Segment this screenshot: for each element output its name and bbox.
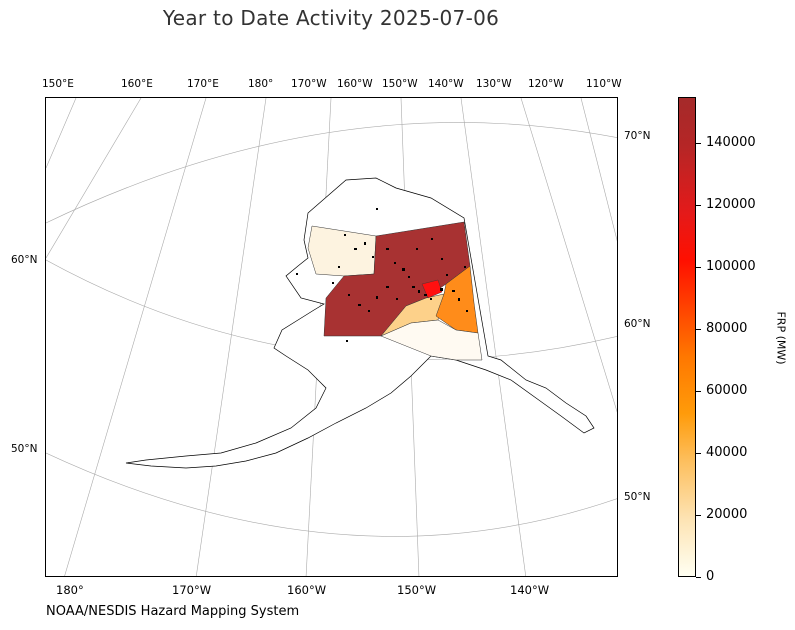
colorbar-tick-label: 80000 — [706, 321, 748, 336]
colorbar-tick-label: 120000 — [706, 197, 756, 212]
lon-label-160w: 160°W — [337, 78, 373, 90]
colorbar-tick — [696, 515, 701, 516]
frp-colorbar — [678, 97, 696, 577]
colorbar-tick-label: 40000 — [706, 445, 748, 460]
colorbar-tick — [696, 453, 701, 454]
lat-label-left-50n: 50°N — [11, 443, 38, 455]
lat-label-right-50n: 50°N — [624, 491, 651, 503]
colorbar-title: FRP (MW) — [774, 311, 788, 365]
lon-label-120w: 120°W — [528, 78, 564, 90]
colorbar-tick-label: 0 — [706, 569, 715, 584]
map-canvas — [46, 98, 617, 576]
map-title: Year to Date Activity 2025-07-06 — [162, 6, 500, 30]
colorbar-tick-label: 140000 — [706, 135, 756, 150]
colorbar-tick — [696, 329, 701, 330]
lon-label-bottom-180: 180° — [56, 583, 84, 597]
colorbar-tick-label: 20000 — [706, 507, 748, 522]
lon-label-170w: 170°W — [291, 78, 327, 90]
lon-label-150e: 150°E — [42, 78, 74, 90]
credit-text: NOAA/NESDIS Hazard Mapping System — [46, 604, 300, 619]
graticule — [46, 98, 617, 576]
lon-label-160e: 160°E — [121, 78, 153, 90]
region-southcentral[interactable] — [380, 319, 483, 361]
lat-label-right-70n: 70°N — [624, 130, 651, 142]
lon-label-170e: 170°E — [187, 78, 219, 90]
lon-label-150w: 150°W — [382, 78, 418, 90]
lon-label-180: 180° — [248, 78, 274, 90]
lon-label-bottom-160w: 160°W — [287, 583, 327, 597]
lon-label-bottom-170w: 170°W — [172, 583, 212, 597]
lon-label-bottom-150w: 150°W — [397, 583, 437, 597]
lon-label-130w: 130°W — [476, 78, 512, 90]
region-hotspot[interactable] — [421, 279, 443, 299]
colorbar-tick — [696, 143, 701, 144]
lat-label-left-60n: 60°N — [11, 254, 38, 266]
fire-detections — [296, 208, 468, 342]
colorbar-tick — [696, 391, 701, 392]
lat-label-right-60n: 60°N — [624, 318, 651, 330]
colorbar-tick — [696, 267, 701, 268]
map-panel[interactable] — [45, 97, 618, 577]
colorbar-tick-label: 60000 — [706, 383, 748, 398]
colorbar-tick — [696, 577, 701, 578]
colorbar-tick-label: 100000 — [706, 259, 756, 274]
lon-label-110w: 110°W — [586, 78, 622, 90]
lon-label-bottom-140w: 140°W — [510, 583, 550, 597]
lon-label-140w: 140°W — [428, 78, 464, 90]
colorbar-tick — [696, 205, 701, 206]
